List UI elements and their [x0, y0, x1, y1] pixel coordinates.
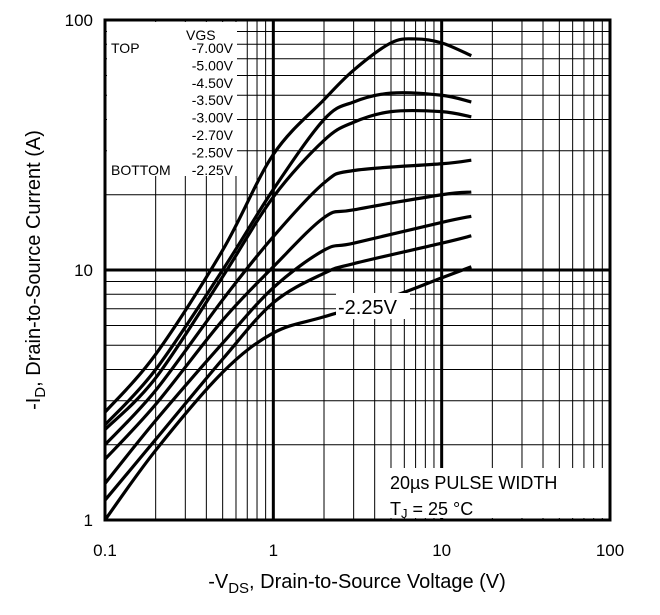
curve-vgs-225 — [103, 265, 472, 521]
y-tick-label: 1 — [84, 511, 93, 530]
curves — [103, 37, 472, 521]
curve-vgs-450 — [103, 109, 472, 431]
legend-entry: -3.00V — [192, 110, 234, 126]
junction-temp-note: TJ = 25 °C — [390, 499, 473, 521]
legend: VGS TOP BOTTOM -7.00V-5.00V -4.50V-3.50V -… — [107, 22, 237, 178]
curve-vgs-250 — [103, 234, 472, 502]
curve-vgs-300 — [103, 190, 472, 461]
legend-bottom-label: BOTTOM — [111, 162, 171, 178]
x-axis-label: -VDS, Drain-to-Source Voltage (V) — [208, 571, 506, 597]
curve-label-2-25v: -2.25V — [338, 297, 398, 319]
plot-frame — [103, 18, 612, 522]
legend-entry: -2.50V — [192, 144, 234, 160]
x-tick-label: 10 — [432, 541, 451, 560]
curve-vgs-500 — [103, 91, 472, 427]
curve-vgs-350 — [103, 158, 472, 446]
legend-top-label: TOP — [111, 40, 140, 56]
legend-entry: -2.25V — [192, 162, 234, 178]
x-tick-label: 1 — [269, 541, 278, 560]
x-tick-label: 100 — [596, 541, 624, 560]
pulse-width-note: 20µs PULSE WIDTH — [390, 473, 557, 493]
curve-vgs-270 — [103, 214, 472, 485]
y-axis-label: -ID, Drain-to-Source Current (A) — [23, 130, 49, 410]
curve-vgs-700 — [103, 37, 472, 414]
legend-entry: -7.00V — [192, 40, 234, 56]
x-tick-labels: 0.1 1 10 100 — [93, 541, 624, 560]
grid — [105, 20, 610, 520]
y-tick-label: 10 — [74, 261, 93, 280]
legend-entry: -4.50V — [192, 75, 234, 91]
legend-entry: -2.70V — [192, 127, 234, 143]
legend-entry: -5.00V — [192, 57, 234, 73]
legend-header: VGS — [186, 27, 216, 43]
y-tick-label: 100 — [65, 11, 93, 30]
y-tick-labels: 1 10 100 — [65, 11, 93, 530]
legend-entry: -3.50V — [192, 92, 234, 108]
x-tick-label: 0.1 — [93, 541, 117, 560]
